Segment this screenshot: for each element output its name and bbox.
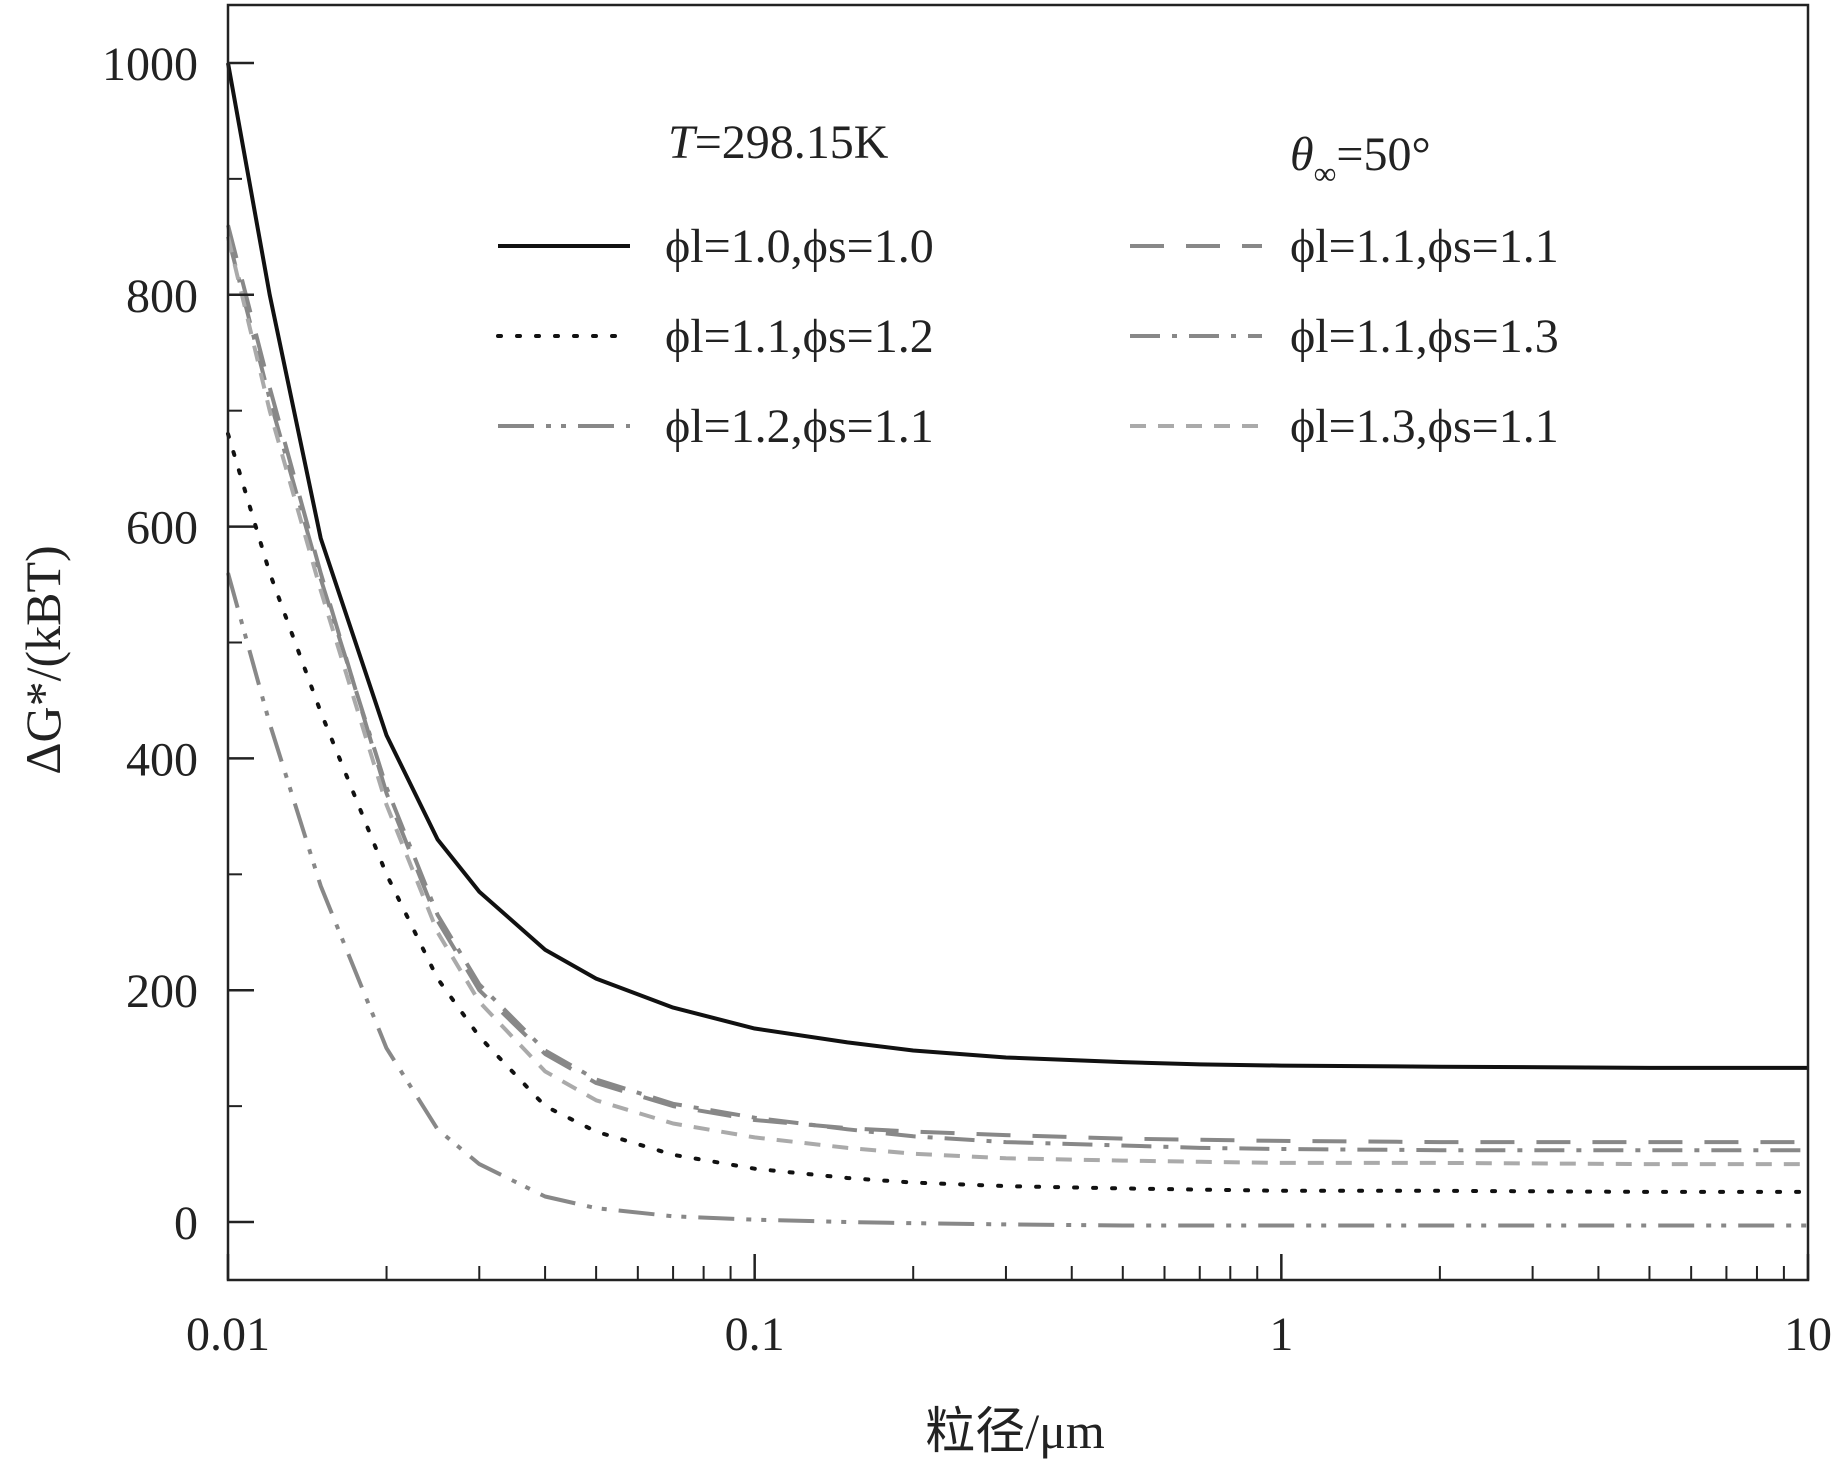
plot-lines: [226, 62, 1810, 1228]
y-tick-label: 800: [126, 270, 198, 323]
series-line-4: [226, 236, 1808, 1153]
x-tick-label: 0.1: [725, 1308, 785, 1361]
x-axis-label: 粒径/μm: [925, 1403, 1105, 1459]
legend-label-3: ϕl=1.1,ϕs=1.2: [665, 310, 934, 363]
y-axis-label: ΔG*/(kBT): [15, 545, 71, 774]
legend-label-6: ϕl=1.3,ϕs=1.1: [1290, 400, 1559, 453]
series-line-5: [226, 572, 1808, 1228]
x-tick-label: 1: [1269, 1308, 1293, 1361]
series-line-6: [226, 236, 1808, 1167]
legend: ϕl=1.0,ϕs=1.0 ϕl=1.1,ϕs=1.1 ϕl=1.1,ϕs=1.2 ϕ…: [496, 220, 1559, 453]
y-tick-label: 600: [126, 502, 198, 555]
series-line-2: [226, 224, 1808, 1145]
x-tick-label: 0.01: [186, 1308, 270, 1361]
annotation-temperature: T=298.15K: [668, 116, 889, 169]
y-tick-label: 0: [174, 1197, 198, 1250]
series-line-1: [226, 62, 1808, 1070]
ticks: 0 200 400 600 800 1000 0.01 0.1 1 10: [102, 38, 1832, 1361]
y-tick-label: 200: [126, 965, 198, 1018]
y-tick-label: 400: [126, 733, 198, 786]
series-line-3: [226, 431, 1810, 1194]
y-tick-label: 1000: [102, 38, 198, 91]
legend-label-4: ϕl=1.1,ϕs=1.3: [1290, 310, 1559, 363]
annotation-contact-angle: θ∞=50°: [1290, 128, 1431, 191]
x-tick-label: 10: [1784, 1308, 1832, 1361]
legend-label-1: ϕl=1.0,ϕs=1.0: [665, 220, 934, 273]
legend-label-5: ϕl=1.2,ϕs=1.1: [665, 400, 934, 453]
legend-label-2: ϕl=1.1,ϕs=1.1: [1290, 220, 1559, 273]
